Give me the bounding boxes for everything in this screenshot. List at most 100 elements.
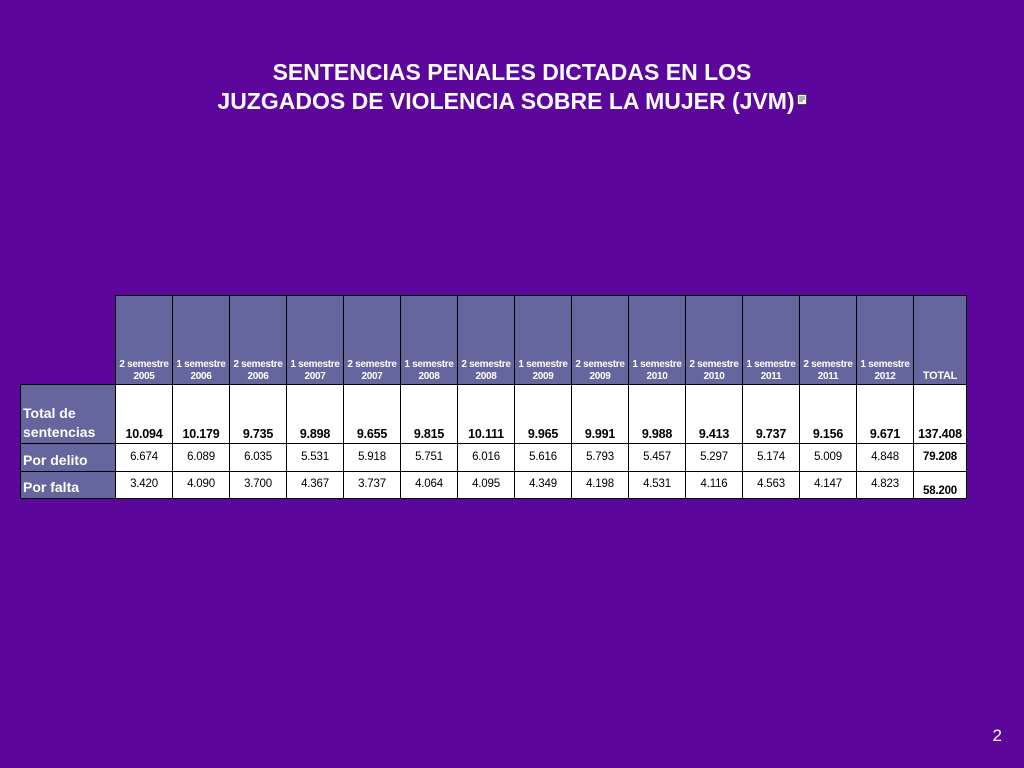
table-cell: 6.035 bbox=[229, 443, 287, 472]
column-header-period: 2 semestre bbox=[119, 359, 169, 370]
column-header: 1 semestre 2011 bbox=[742, 295, 800, 385]
table-cell: 5.174 bbox=[742, 443, 800, 472]
table-cell: 9.655 bbox=[343, 384, 401, 444]
column-header-period: 1 semestre bbox=[176, 359, 226, 370]
column-header-year: 2008 bbox=[475, 371, 497, 382]
table-cell: 9.965 bbox=[514, 384, 572, 444]
column-header-year: 2006 bbox=[247, 371, 269, 382]
table-cell: 6.674 bbox=[115, 443, 173, 472]
column-header-period: 2 semestre bbox=[233, 359, 283, 370]
table-cell: 4.116 bbox=[685, 471, 743, 499]
column-header-period: 1 semestre bbox=[632, 359, 682, 370]
table-cell: 4.095 bbox=[457, 471, 515, 499]
total-cell: 137.408 bbox=[913, 384, 967, 444]
column-header-year: 2005 bbox=[133, 371, 155, 382]
table-cell: 6.089 bbox=[172, 443, 230, 472]
table-cell: 5.793 bbox=[571, 443, 629, 472]
column-header-period: 2 semestre bbox=[575, 359, 625, 370]
column-header-year: 2007 bbox=[304, 371, 326, 382]
column-header: 1 semestre 2008 bbox=[400, 295, 458, 385]
row-label: Por delito bbox=[20, 443, 116, 472]
column-header-year: 2011 bbox=[760, 371, 782, 382]
column-header-period: 1 semestre bbox=[290, 359, 340, 370]
table-cell: 9.156 bbox=[799, 384, 857, 444]
column-header: 2 semestre 2011 bbox=[799, 295, 857, 385]
column-header: 1 semestre 2010 bbox=[628, 295, 686, 385]
table-cell: 10.179 bbox=[172, 384, 230, 444]
row-label-line-2: sentencias bbox=[23, 424, 96, 440]
table-row-total-sentencias: Total de sentencias 10.094 10.179 9.735 9… bbox=[20, 384, 967, 444]
column-header-period: 2 semestre bbox=[689, 359, 739, 370]
column-header: 2 semestre 2007 bbox=[343, 295, 401, 385]
table-cell: 9.991 bbox=[571, 384, 629, 444]
column-header-year: 2010 bbox=[703, 371, 725, 382]
column-header: 2 semestre 2005 bbox=[115, 295, 173, 385]
column-header-period: 2 semestre bbox=[461, 359, 511, 370]
column-header: 2 semestre 2010 bbox=[685, 295, 743, 385]
table-cell: 9.737 bbox=[742, 384, 800, 444]
column-header-year: 2012 bbox=[874, 371, 896, 382]
table-cell: 9.413 bbox=[685, 384, 743, 444]
total-column-header: TOTAL bbox=[913, 295, 967, 385]
table-cell: 3.700 bbox=[229, 471, 287, 499]
column-header-year: 2008 bbox=[418, 371, 440, 382]
table-cell: 5.918 bbox=[343, 443, 401, 472]
table-cell: 10.094 bbox=[115, 384, 173, 444]
table-cell: 9.735 bbox=[229, 384, 287, 444]
column-header-period: 1 semestre bbox=[518, 359, 568, 370]
column-header-year: 2009 bbox=[532, 371, 554, 382]
column-header: 2 semestre 2008 bbox=[457, 295, 515, 385]
column-header-period: 1 semestre bbox=[746, 359, 796, 370]
column-header-period: 1 semestre bbox=[404, 359, 454, 370]
table-cell: 5.009 bbox=[799, 443, 857, 472]
column-header: 1 semestre 2006 bbox=[172, 295, 230, 385]
column-header: 2 semestre 2006 bbox=[229, 295, 287, 385]
column-header-year: 2009 bbox=[589, 371, 611, 382]
table-cell: 5.297 bbox=[685, 443, 743, 472]
column-header-year: 2011 bbox=[817, 371, 839, 382]
table-cell: 4.531 bbox=[628, 471, 686, 499]
column-header-year: 2010 bbox=[646, 371, 668, 382]
header-row: 2 semestre 2005 1 semestre 2006 2 semestre… bbox=[20, 295, 967, 385]
column-header: 1 semestre 2009 bbox=[514, 295, 572, 385]
slide-title: SENTENCIAS PENALES DICTADAS EN LOS JUZGA… bbox=[0, 58, 1024, 116]
table-cell: 5.616 bbox=[514, 443, 572, 472]
row-label: Total de sentencias bbox=[20, 384, 116, 444]
column-header-period: 2 semestre bbox=[347, 359, 397, 370]
table-cell: 6.016 bbox=[457, 443, 515, 472]
title-line-2: JUZGADOS DE VIOLENCIA SOBRE LA MUJER (JV… bbox=[0, 87, 1024, 116]
corner-cell bbox=[20, 295, 116, 385]
table-row-por-delito: Por delito 6.674 6.089 6.035 5.531 5.918… bbox=[20, 443, 967, 472]
total-cell: 79.208 bbox=[913, 443, 967, 472]
table-cell: 4.147 bbox=[799, 471, 857, 499]
table-cell: 5.457 bbox=[628, 443, 686, 472]
table-cell: 5.531 bbox=[286, 443, 344, 472]
table-cell: 4.848 bbox=[856, 443, 914, 472]
table-cell: 9.988 bbox=[628, 384, 686, 444]
column-header-year: 2006 bbox=[190, 371, 212, 382]
page-number: 2 bbox=[992, 726, 1002, 745]
table-cell: 4.090 bbox=[172, 471, 230, 499]
table-row-por-falta: Por falta 3.420 4.090 3.700 4.367 3.737 … bbox=[20, 471, 967, 499]
total-cell: 58.200 bbox=[913, 471, 967, 499]
table-cell: 4.064 bbox=[400, 471, 458, 499]
table-cell: 4.367 bbox=[286, 471, 344, 499]
column-header: 1 semestre 2012 bbox=[856, 295, 914, 385]
sentences-table: 2 semestre 2005 1 semestre 2006 2 semestre… bbox=[20, 295, 967, 499]
column-header-period: 1 semestre bbox=[860, 359, 910, 370]
row-label: Por falta bbox=[20, 471, 116, 499]
table-cell: 3.420 bbox=[115, 471, 173, 499]
table-cell: 4.198 bbox=[571, 471, 629, 499]
table-cell: 3.737 bbox=[343, 471, 401, 499]
column-header-period: 2 semestre bbox=[803, 359, 853, 370]
row-label-line-1: Total de bbox=[23, 405, 76, 421]
column-header: 1 semestre 2007 bbox=[286, 295, 344, 385]
table-cell: 9.898 bbox=[286, 384, 344, 444]
table-cell: 5.751 bbox=[400, 443, 458, 472]
table-cell: 10.111 bbox=[457, 384, 515, 444]
table-cell: 9.815 bbox=[400, 384, 458, 444]
table-cell: 4.349 bbox=[514, 471, 572, 499]
note-icon[interactable] bbox=[796, 94, 807, 105]
title-line-2-text: JUZGADOS DE VIOLENCIA SOBRE LA MUJER (JV… bbox=[217, 88, 795, 114]
table-cell: 9.671 bbox=[856, 384, 914, 444]
